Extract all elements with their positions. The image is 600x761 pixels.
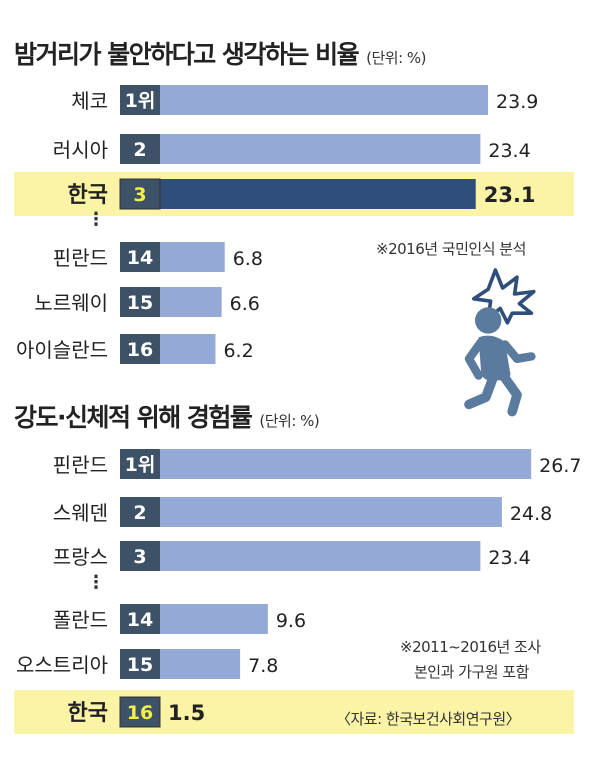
rank-label: 2 (133, 139, 146, 161)
value-label: 23.4 (488, 140, 530, 162)
rank-badge (120, 134, 160, 164)
bar (120, 85, 489, 115)
rank-label: 3 (133, 546, 146, 568)
shock-burst-icon (471, 268, 536, 325)
chart1-note: ※2016년 국민인식 분석 (376, 240, 526, 258)
chart2-plot: 핀란드 1위 26.7 스웨덴 2 24.8 프랑스 3 23.4 폴란드 14 9.6 오스트리아 15… (14, 449, 581, 734)
country-label: 프랑스 (53, 545, 108, 569)
rank-label: 15 (127, 292, 153, 314)
rank-badge (119, 178, 161, 210)
chart2-note-2: 본인과 가구원 포함 (414, 663, 529, 681)
chart1-title: 밤거리가 불안하다고 생각하는 비율 (14, 40, 360, 69)
value-label: 6.2 (223, 340, 253, 362)
country-label: 아이슬란드 (16, 338, 108, 362)
rank-label: 1위 (125, 454, 156, 476)
ellipsis-mark: ⋮ (87, 572, 105, 593)
chart2-title-row: 강도·신체적 위해 경험률 (단위: %) (14, 398, 320, 434)
value-label: 9.6 (276, 610, 306, 632)
country-label: 한국 (68, 701, 108, 726)
rank-badge (120, 334, 160, 364)
country-label: 스웨덴 (53, 501, 108, 525)
bar (120, 134, 481, 164)
value-label: 24.8 (510, 503, 552, 525)
rank-label: 2 (133, 502, 146, 524)
rank-label: 16 (127, 702, 153, 724)
bar (120, 541, 481, 571)
bar (120, 497, 502, 527)
value-label: 26.7 (539, 455, 581, 477)
chart2-title: 강도·신체적 위해 경험률 (14, 403, 253, 432)
rank-badge (120, 649, 160, 679)
bar (120, 449, 532, 479)
highlight-band (14, 690, 574, 734)
value-label: 7.8 (248, 655, 278, 677)
value-label: 1.5 (168, 701, 205, 725)
country-label: 폴란드 (53, 608, 108, 632)
country-label: 핀란드 (53, 246, 108, 270)
rank-label: 14 (127, 609, 153, 631)
value-label: 6.8 (233, 248, 263, 270)
ellipsis-mark: ⋮ (87, 209, 105, 230)
rank-label: 15 (127, 654, 153, 676)
rank-badge (120, 85, 160, 115)
country-label: 오스트리아 (16, 653, 108, 677)
bar (120, 179, 476, 209)
value-label: 23.9 (496, 91, 538, 113)
chart1-unit: (단위: %) (366, 49, 427, 67)
rank-badge (120, 242, 160, 272)
country-label: 핀란드 (53, 453, 108, 477)
chart2-note-1: ※2011~2016년 조사 (400, 638, 541, 656)
worried-walking-person-icon (464, 268, 536, 417)
chart1-plot: 체코 1위 23.9 러시아 2 23.4 한국 3 23.1 핀란드 14 6.8 노르웨이 15 6.6… (14, 85, 574, 364)
rank-badge (120, 497, 160, 527)
rank-badge (120, 449, 160, 479)
country-label: 노르웨이 (34, 291, 108, 315)
rank-badge (119, 696, 161, 728)
source-credit: 〈자료: 한국보건사회연구원〉 (336, 710, 521, 728)
country-label: 체코 (71, 89, 108, 113)
rank-label: 16 (127, 339, 153, 361)
chart1-title-row: 밤거리가 불안하다고 생각하는 비율 (단위: %) (14, 35, 427, 71)
rank-label: 14 (127, 247, 153, 269)
rank-badge (120, 287, 160, 317)
value-label: 23.1 (484, 183, 536, 207)
chart2-unit: (단위: %) (259, 412, 320, 430)
rank-badge (120, 541, 160, 571)
rank-label: 1위 (125, 90, 156, 112)
value-label: 23.4 (488, 547, 530, 569)
rank-label: 3 (133, 184, 146, 206)
country-label: 러시아 (53, 138, 108, 162)
rank-badge (120, 604, 160, 634)
country-label: 한국 (68, 183, 108, 208)
value-label: 6.6 (230, 293, 260, 315)
